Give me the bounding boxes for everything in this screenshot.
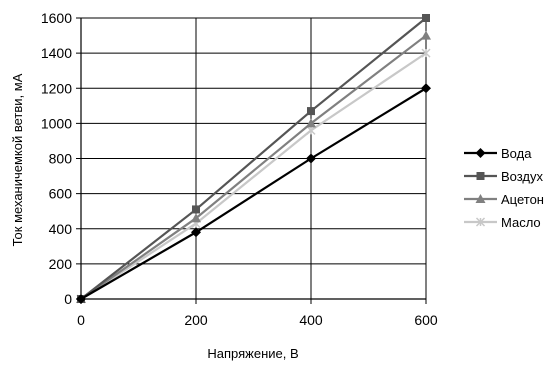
legend-label: Воздух	[501, 169, 544, 184]
legend-marker	[475, 148, 486, 158]
legend-label: Вода	[501, 146, 532, 161]
legend: Вода Воздух Ацетон Масло	[464, 146, 544, 230]
x-tick-label: 600	[414, 312, 438, 328]
y-tick-label: 600	[49, 186, 73, 202]
x-tick-labels: 0 200 400 600	[77, 312, 438, 328]
data-point	[421, 83, 431, 94]
data-point	[76, 294, 86, 304]
legend-label: Масло	[501, 215, 541, 230]
x-axis-title: Напряжение, В	[207, 346, 298, 361]
y-tick-label: 1600	[41, 10, 72, 26]
data-point	[192, 205, 200, 214]
data-point	[191, 227, 201, 238]
series-line	[80, 87, 427, 300]
data-point	[422, 14, 430, 22]
y-tick-label: 0	[64, 291, 72, 307]
legend-marker	[476, 172, 485, 180]
x-tick-label: 400	[299, 312, 323, 328]
legend-marker	[475, 217, 486, 227]
series-line	[80, 34, 427, 300]
y-tick-label: 1000	[41, 115, 72, 131]
series-line	[80, 17, 427, 300]
x-tick-label: 200	[184, 312, 208, 328]
series-line	[80, 52, 427, 300]
data-point	[307, 107, 315, 116]
y-tick-label: 1200	[41, 80, 72, 96]
y-tick-label: 200	[49, 256, 73, 272]
data-point	[421, 30, 431, 40]
legend-marker	[475, 194, 486, 203]
legend-label: Ацетон	[501, 192, 544, 207]
data-point	[306, 125, 316, 135]
y-axis-title: Ток механичемкой ветви, мА	[10, 73, 25, 246]
data-point	[306, 153, 316, 164]
grid	[81, 17, 427, 299]
y-tick-labels: 0 200 400 600 800 1000 1200 1400 1600	[41, 10, 72, 307]
y-tick-label: 400	[49, 221, 73, 237]
y-tick-label: 800	[49, 151, 73, 167]
series	[76, 14, 431, 304]
y-tick-label: 1400	[41, 45, 72, 61]
data-point	[421, 48, 431, 58]
x-tick-label: 0	[77, 312, 85, 328]
data-point	[306, 118, 316, 128]
data-point	[191, 213, 201, 223]
